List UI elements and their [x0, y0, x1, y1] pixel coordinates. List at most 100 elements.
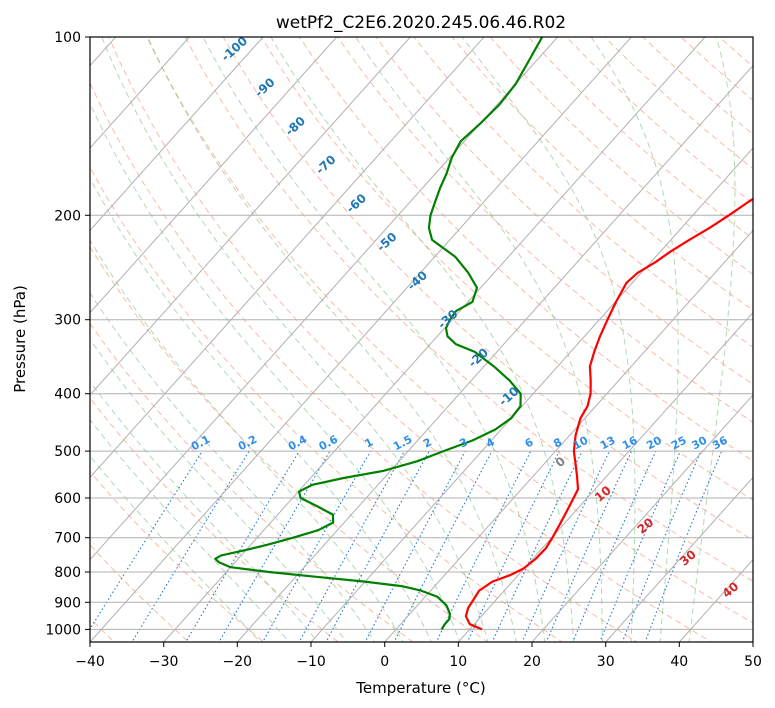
theta-label: -40 — [405, 268, 430, 293]
mixing-ratio-line — [262, 450, 372, 642]
mixing-ratio-label: 1 — [363, 435, 376, 450]
mixing-ratio-label: 0.1 — [189, 433, 212, 454]
isotherm-line — [90, 37, 633, 642]
isotherm-line — [531, 394, 753, 642]
moist-adiabat-line — [90, 380, 319, 642]
x-axis-label: Temperature (°C) — [355, 679, 485, 697]
theta-label: -80 — [283, 114, 308, 139]
dry-adiabat-line — [90, 397, 340, 642]
dry-adiabat-line — [413, 37, 753, 348]
temperature-line — [464, 197, 753, 631]
dry-adiabat-line — [337, 37, 753, 423]
isotherm-line — [0, 10, 66, 654]
y-tick-label: 300 — [54, 313, 81, 329]
dry-adiabat-line — [260, 37, 753, 501]
mixing-ratio-label: 10 — [571, 434, 591, 453]
dry-adiabat-line — [90, 322, 414, 642]
theta-label: -60 — [344, 191, 369, 216]
moist-adiabat-line — [590, 37, 679, 642]
theta-e-label: 30 — [677, 547, 699, 568]
isotherm-line — [90, 37, 191, 149]
dry-adiabat-line — [184, 37, 753, 582]
dry-adiabat-line — [718, 37, 753, 68]
mixing-ratio-label: 6 — [523, 435, 536, 450]
isotherm-line — [90, 37, 338, 314]
y-tick-label: 700 — [54, 531, 81, 547]
dry-adiabat-line — [90, 81, 638, 642]
mixing-ratio-label: 0.6 — [317, 433, 341, 454]
plot-frame — [89, 36, 754, 643]
dry-adiabat-line — [298, 37, 753, 462]
theta-label: -50 — [374, 230, 399, 255]
isotherm-line — [605, 476, 753, 642]
mixing-ratio-label: 16 — [620, 434, 640, 453]
dry-adiabat-line — [565, 37, 753, 204]
x-tick-label: −10 — [296, 654, 326, 670]
isotherm-line — [90, 37, 264, 232]
y-tick-label: 1000 — [45, 622, 81, 638]
isotherm-line — [236, 64, 753, 642]
x-tick-label: −40 — [75, 654, 105, 670]
theta-label: -10 — [496, 384, 521, 409]
mixing-ratio-label: 13 — [598, 434, 618, 453]
theta-e-label: 0 — [553, 454, 568, 470]
y-tick-label: 500 — [54, 444, 81, 460]
mixing-ratio-line — [393, 450, 493, 642]
isotherm-line — [310, 147, 753, 642]
moist-adiabat-line — [688, 37, 736, 642]
x-tick-label: 20 — [523, 654, 541, 670]
moist-adiabats — [90, 37, 736, 642]
dry-adiabats — [90, 10, 775, 654]
isotherm-line — [384, 229, 753, 642]
mixing-ratio-label: 30 — [690, 434, 710, 453]
isotherm-line — [90, 37, 412, 396]
y-axis-label: Pressure (hPa) — [11, 285, 29, 393]
mixing-ratio-line — [90, 450, 203, 630]
isotherm-line — [90, 37, 485, 479]
theta-label: -70 — [313, 152, 338, 177]
isotherms — [0, 10, 753, 654]
mixing-ratio-label: 4 — [484, 435, 497, 450]
theta-label: -90 — [252, 75, 277, 100]
moist-adiabat-line — [202, 37, 546, 642]
moist-adiabat-line — [270, 37, 575, 642]
dewpoint-line — [214, 37, 544, 630]
moist-adiabat-line — [355, 37, 603, 642]
mixing-ratio-line — [521, 450, 610, 642]
mixing-ratio-label: 1.5 — [391, 433, 414, 454]
mixing-ratio-label: 25 — [669, 434, 689, 453]
plot-area: 0.1 0.2 0.4 0.6 1 1.5 2 3 4 6 8 10 13 16 20 25 30 36-100-… — [0, 10, 775, 654]
mixing-ratio-line — [466, 450, 560, 642]
axes: −40 −30 −20 −10 0 10 20 30 40 5010020030040050060… — [45, 30, 762, 670]
dry-adiabat-line — [146, 37, 753, 624]
moist-adiabat-line — [90, 239, 404, 642]
mixing-ratio-line — [325, 450, 430, 642]
x-tick-label: 50 — [744, 654, 762, 670]
dry-adiabat-line — [727, 10, 775, 654]
dry-adiabat-line — [375, 37, 753, 385]
y-tick-label: 800 — [54, 565, 81, 581]
dry-adiabat-line — [764, 10, 775, 654]
mixing-ratio-label: 20 — [644, 434, 664, 453]
moist-adiabat-line — [90, 177, 432, 642]
dry-adiabat-line — [90, 166, 564, 642]
dry-adiabat-line — [90, 245, 489, 642]
mixing-ratio-label: 36 — [710, 434, 730, 453]
moist-adiabat-line — [90, 455, 261, 642]
y-tick-label: 600 — [54, 491, 81, 507]
x-tick-label: −20 — [223, 654, 253, 670]
theta-e-label: 20 — [635, 515, 657, 536]
theta-label: -100 — [218, 34, 250, 64]
isotherm-line — [163, 37, 706, 642]
theta-e-label: 10 — [592, 483, 614, 504]
mixing-ratio-line — [545, 450, 633, 642]
profile-lines — [214, 37, 753, 631]
x-tick-label: 40 — [670, 654, 688, 670]
isotherm-line — [90, 37, 559, 561]
moist-adiabat-line — [90, 102, 461, 642]
isotherm-line — [457, 311, 753, 642]
y-tick-label: 100 — [54, 30, 81, 46]
chart-title: wetPf2_C2E6.2020.245.06.46.R02 — [276, 13, 566, 33]
x-tick-label: −30 — [149, 654, 179, 670]
